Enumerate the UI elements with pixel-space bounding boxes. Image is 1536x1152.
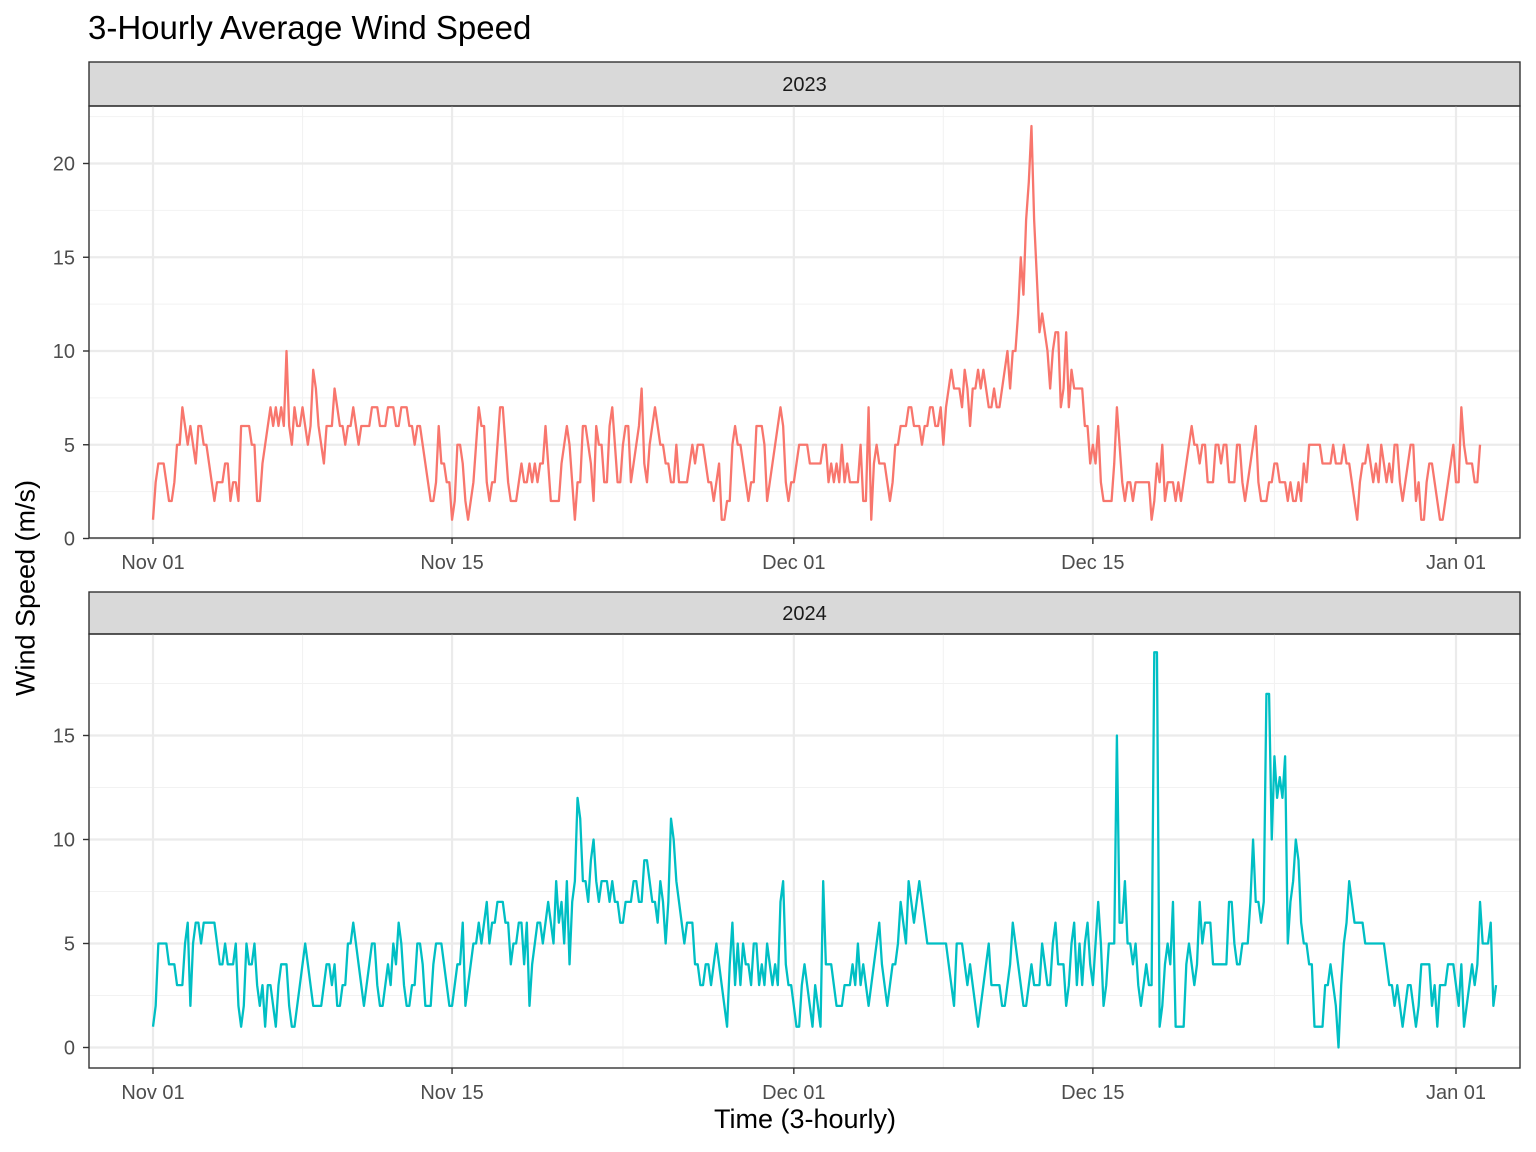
x-tick-label: Nov 01	[121, 552, 184, 574]
y-tick-label: 15	[53, 726, 75, 748]
facet-strip-label: 2024	[782, 603, 827, 625]
x-tick-label: Jan 01	[1426, 552, 1486, 574]
series-line-2024	[151, 651, 1498, 1049]
x-tick-label: Dec 01	[762, 1082, 825, 1104]
y-tick-label: 0	[64, 529, 75, 551]
y-tick-label: 20	[53, 154, 75, 176]
facet-panel-2024: 2024 0 5 10 15 Nov 01 Nov 15 Dec 01 Dec 15 Jan 01	[53, 591, 1521, 1104]
y-tick-label: 15	[53, 247, 75, 269]
x-tick-label: Dec 15	[1061, 552, 1124, 574]
x-tick-label: Jan 01	[1426, 1082, 1486, 1104]
y-tick-label: 0	[64, 1038, 75, 1060]
chart-title: 3-Hourly Average Wind Speed	[88, 9, 532, 46]
series-line-2023	[151, 124, 1482, 521]
x-tick-label: Nov 15	[420, 552, 483, 574]
x-axis-label: Time (3-hourly)	[713, 1104, 897, 1134]
y-tick-label: 10	[53, 830, 75, 852]
y-tick-label: 10	[53, 341, 75, 363]
y-tick-label: 5	[64, 435, 75, 457]
facet-panel-2023: 2023 0 5 10 15 20 Nov 01 Nov 15 Dec 01 Dec 15 Jan …	[53, 61, 1521, 574]
y-tick-label: 5	[64, 934, 75, 956]
panel-border	[88, 633, 1521, 1069]
facet-strip-label: 2023	[782, 74, 827, 96]
x-tick-label: Dec 01	[762, 552, 825, 574]
panel-border	[88, 105, 1521, 539]
x-tick-label: Nov 15	[420, 1082, 483, 1104]
x-tick-label: Dec 15	[1061, 1082, 1124, 1104]
x-tick-label: Nov 01	[121, 1082, 184, 1104]
